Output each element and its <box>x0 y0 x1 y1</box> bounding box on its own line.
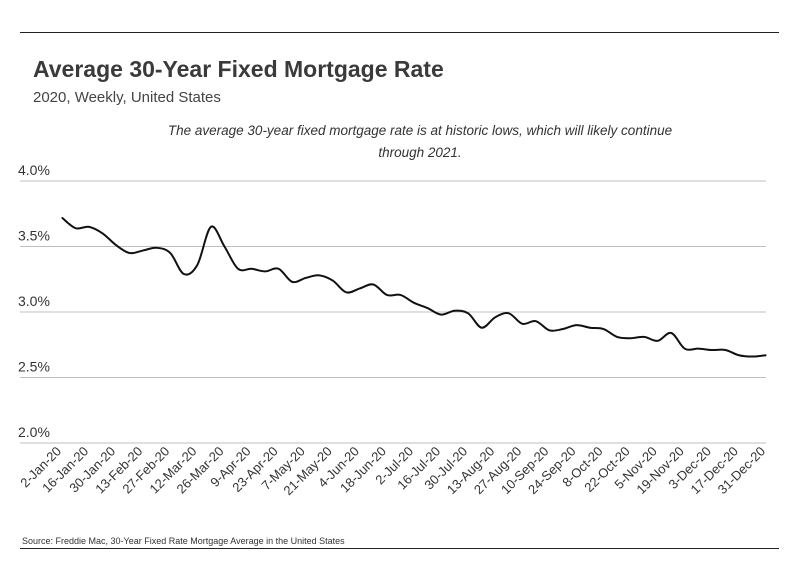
data-point <box>548 329 550 331</box>
data-point <box>129 252 131 254</box>
data-point <box>359 287 361 290</box>
data-point <box>440 314 442 316</box>
chart-title: Average 30-Year Fixed Mortgage Rate <box>33 56 444 82</box>
data-point <box>616 336 618 338</box>
data-point <box>278 268 280 270</box>
data-point <box>196 264 198 266</box>
data-point <box>602 328 605 330</box>
data-point <box>697 348 699 350</box>
data-point <box>399 294 402 296</box>
data-point <box>250 268 253 270</box>
data-point <box>305 277 307 279</box>
data-point <box>738 354 740 356</box>
data-point <box>454 310 456 312</box>
data-point <box>575 324 578 326</box>
y-tick-label: 3.0% <box>18 293 50 309</box>
data-point <box>318 274 320 276</box>
data-point <box>386 294 388 296</box>
data-point <box>589 327 591 329</box>
data-point <box>413 302 415 304</box>
y-tick-labels: 2.0% 2.5% 3.0% 3.5% 4.0% <box>18 162 50 440</box>
data-point <box>264 270 266 272</box>
chart-annotation: The average 30-year fixed mortgage rate … <box>167 123 673 160</box>
y-tick-label: 4.0% <box>18 162 50 178</box>
series-layer <box>61 216 767 358</box>
data-point <box>210 226 212 228</box>
data-point <box>643 336 645 338</box>
data-point <box>156 247 158 249</box>
top-rule <box>20 32 779 33</box>
data-point <box>751 355 754 358</box>
bottom-rule <box>20 548 779 549</box>
mortgage-rate-line <box>61 216 767 358</box>
chart-subtitle: 2020, Weekly, United States <box>33 89 221 106</box>
data-point <box>345 291 347 293</box>
data-point <box>183 273 185 275</box>
data-point <box>535 320 537 322</box>
y-tick-label: 2.5% <box>18 359 50 375</box>
y-tick-label: 3.5% <box>18 228 50 244</box>
data-point <box>481 327 483 329</box>
x-tick-labels: 2-Jan-2016-Jan-2030-Jan-2013-Feb-2027-Fe… <box>17 444 768 499</box>
data-point <box>670 332 672 334</box>
data-point <box>630 337 632 339</box>
data-point <box>102 232 104 234</box>
data-point <box>372 283 374 286</box>
data-point <box>237 268 239 270</box>
data-point <box>332 279 334 282</box>
data-point <box>657 340 659 342</box>
data-point <box>508 312 510 314</box>
data-point <box>426 307 429 309</box>
data-point <box>724 349 726 351</box>
data-point <box>291 281 293 283</box>
y-tick-label: 2.0% <box>18 424 50 440</box>
data-point <box>223 245 226 248</box>
data-point <box>765 354 767 356</box>
data-point <box>115 244 117 246</box>
data-point <box>88 226 90 228</box>
grid-lines <box>20 180 766 444</box>
data-point <box>521 323 523 325</box>
data-point <box>142 249 144 252</box>
data-point <box>711 349 713 351</box>
data-point <box>169 252 171 254</box>
data-point <box>467 312 469 314</box>
source-note: Source: Freddie Mac, 30-Year Fixed Rate … <box>22 536 345 546</box>
data-point <box>562 328 564 330</box>
data-point <box>74 227 77 229</box>
data-point <box>61 217 63 219</box>
data-point <box>684 348 686 350</box>
data-point <box>494 316 496 318</box>
